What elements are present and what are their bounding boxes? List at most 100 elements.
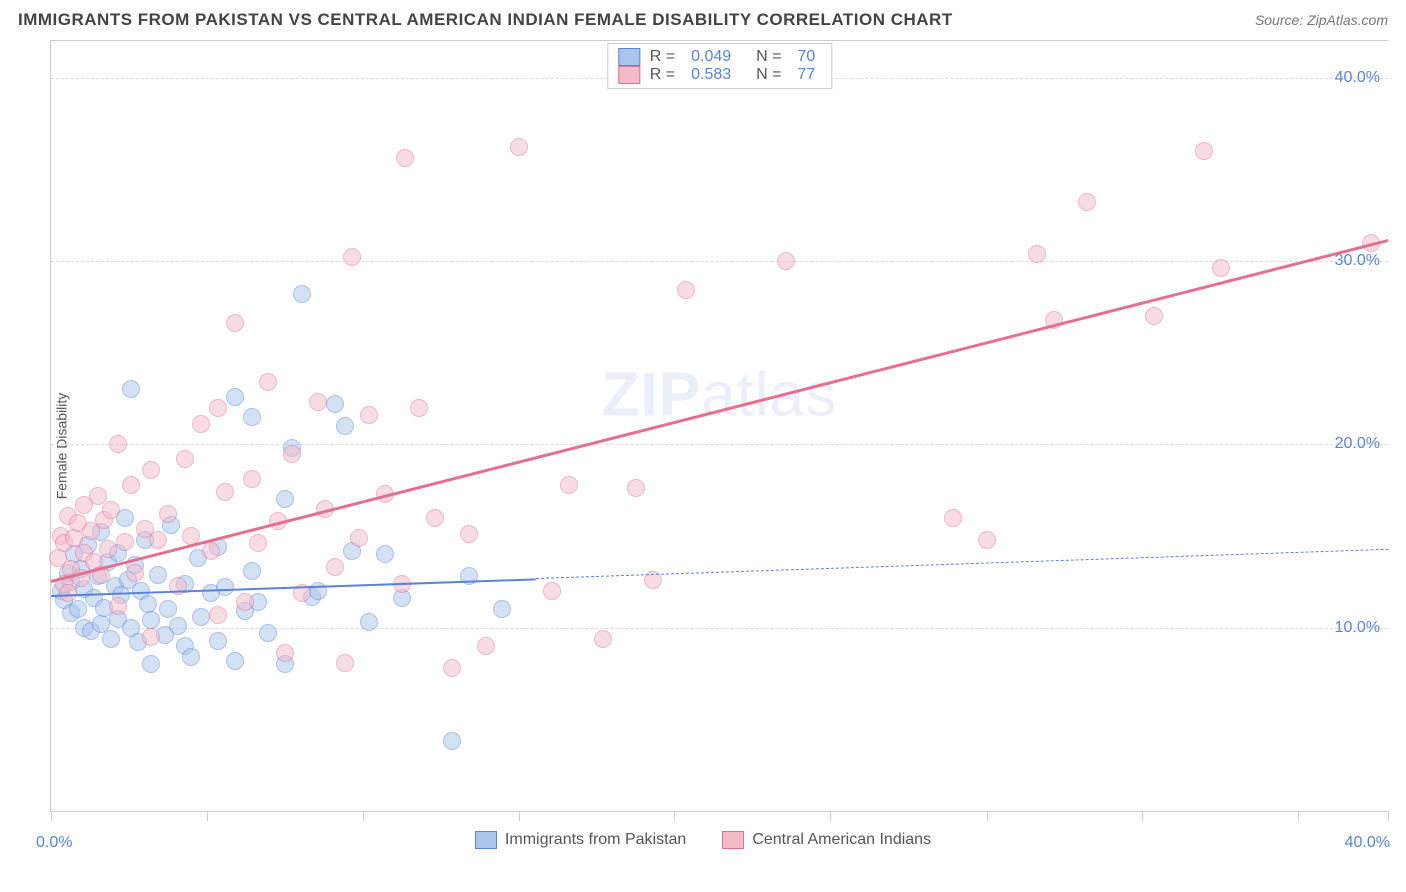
data-point <box>460 525 478 543</box>
legend-swatch <box>475 831 497 849</box>
legend-r-label: R = <box>650 48 675 66</box>
x-tick <box>1298 811 1299 821</box>
data-point <box>89 487 107 505</box>
data-point <box>493 600 511 618</box>
y-tick-label: 30.0% <box>1335 252 1380 270</box>
data-point <box>216 483 234 501</box>
trend-line-dashed <box>536 549 1388 579</box>
data-point <box>202 542 220 560</box>
data-point <box>102 501 120 519</box>
data-point <box>309 393 327 411</box>
bottom-legend-label: Immigrants from Pakistan <box>505 831 686 849</box>
legend-swatch <box>618 48 640 66</box>
data-point <box>1028 245 1046 263</box>
data-point <box>477 637 495 655</box>
data-point <box>149 566 167 584</box>
chart-title: IMMIGRANTS FROM PAKISTAN VS CENTRAL AMER… <box>18 10 953 30</box>
data-point <box>276 490 294 508</box>
data-point <box>159 505 177 523</box>
data-point <box>249 534 267 552</box>
legend-swatch <box>618 66 640 84</box>
data-point <box>944 509 962 527</box>
legend-row: R = 0.583 N = 77 <box>618 66 821 84</box>
data-point <box>102 630 120 648</box>
data-point <box>169 617 187 635</box>
legend-r-value: 0.583 <box>691 66 731 84</box>
bottom-legend: Immigrants from Pakistan Central American… <box>0 831 1406 854</box>
chart-area: ZIPatlas R =0.049 N =70R =0.583 N =77 10… <box>50 40 1388 812</box>
data-point <box>336 417 354 435</box>
x-tick <box>987 811 988 821</box>
x-tick <box>51 811 52 821</box>
legend-box: R = 0.049 N = 70R = 0.583 N = 77 <box>607 43 832 89</box>
data-point <box>259 373 277 391</box>
x-tick <box>519 811 520 821</box>
data-point <box>360 406 378 424</box>
bottom-legend-item: Central American Indians <box>722 831 931 849</box>
data-point <box>243 562 261 580</box>
chart-source: Source: ZipAtlas.com <box>1255 12 1388 28</box>
data-point <box>1078 193 1096 211</box>
data-point <box>182 648 200 666</box>
data-point <box>426 509 444 527</box>
data-point <box>149 531 167 549</box>
data-point <box>243 408 261 426</box>
gridline <box>51 261 1388 262</box>
data-point <box>443 732 461 750</box>
data-point <box>293 285 311 303</box>
y-tick-label: 40.0% <box>1335 69 1380 87</box>
data-point <box>259 624 277 642</box>
data-point <box>142 628 160 646</box>
data-point <box>226 652 244 670</box>
gridline <box>51 444 1388 445</box>
data-point <box>122 476 140 494</box>
data-point <box>109 597 127 615</box>
data-point <box>192 608 210 626</box>
data-point <box>336 654 354 672</box>
bottom-legend-label: Central American Indians <box>752 831 931 849</box>
data-point <box>209 606 227 624</box>
data-point <box>360 613 378 631</box>
data-point <box>126 564 144 582</box>
legend-row: R =0.049 N =70 <box>618 48 821 66</box>
gridline <box>51 628 1388 629</box>
data-point <box>677 281 695 299</box>
legend-swatch <box>722 831 744 849</box>
y-tick-label: 10.0% <box>1335 619 1380 637</box>
legend-n-value: 77 <box>797 66 815 84</box>
data-point <box>159 600 177 618</box>
data-point <box>343 248 361 266</box>
data-point <box>116 533 134 551</box>
legend-r-value: 0.049 <box>691 48 731 66</box>
x-tick <box>674 811 675 821</box>
data-point <box>350 529 368 547</box>
x-tick <box>207 811 208 821</box>
data-point <box>122 380 140 398</box>
data-point <box>1145 307 1163 325</box>
data-point <box>326 558 344 576</box>
data-point <box>192 415 210 433</box>
data-point <box>139 595 157 613</box>
data-point <box>276 644 294 662</box>
data-point <box>283 445 301 463</box>
data-point <box>142 655 160 673</box>
legend-n-value: 70 <box>797 48 815 66</box>
data-point <box>1195 142 1213 160</box>
data-point <box>176 450 194 468</box>
data-point <box>510 138 528 156</box>
x-tick <box>1142 811 1143 821</box>
data-point <box>560 476 578 494</box>
plot-area: 10.0%20.0%30.0%40.0% <box>51 41 1388 811</box>
data-point <box>410 399 428 417</box>
legend-n-label: N = <box>747 66 781 84</box>
data-point <box>142 611 160 629</box>
data-point <box>627 479 645 497</box>
data-point <box>226 314 244 332</box>
data-point <box>594 630 612 648</box>
data-point <box>226 388 244 406</box>
legend-r-label: R = <box>650 66 675 84</box>
data-point <box>326 395 344 413</box>
data-point <box>59 584 77 602</box>
data-point <box>443 659 461 677</box>
x-tick <box>1388 811 1389 821</box>
